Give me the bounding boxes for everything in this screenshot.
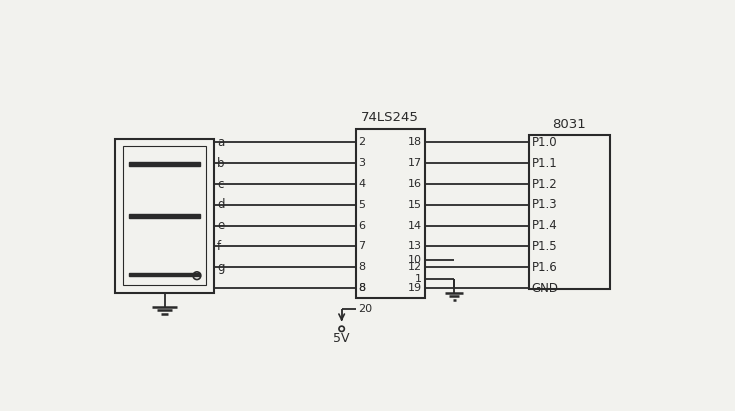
Bar (528, 135, 609, 289)
Text: 6: 6 (359, 221, 365, 231)
Text: P1.3: P1.3 (532, 199, 557, 211)
Text: g: g (217, 261, 224, 274)
Text: GND: GND (532, 282, 559, 295)
Text: 2: 2 (359, 138, 366, 148)
Text: P1.6: P1.6 (532, 261, 558, 274)
Text: 13: 13 (408, 241, 422, 252)
Polygon shape (129, 162, 200, 166)
Text: 12: 12 (408, 262, 422, 272)
Text: 4: 4 (359, 179, 366, 189)
Text: P1.4: P1.4 (532, 219, 558, 232)
Text: c: c (217, 178, 223, 191)
Text: 8: 8 (359, 283, 366, 293)
Text: 5: 5 (359, 200, 365, 210)
Text: P1.5: P1.5 (532, 240, 557, 253)
Text: 14: 14 (408, 221, 422, 231)
Text: a: a (217, 136, 224, 149)
Text: 10: 10 (408, 254, 422, 265)
Polygon shape (129, 272, 200, 277)
Text: 15: 15 (408, 200, 422, 210)
Text: 7: 7 (359, 241, 366, 252)
Text: 8031: 8031 (552, 118, 586, 131)
Text: P1.2: P1.2 (532, 178, 558, 191)
Text: 18: 18 (408, 138, 422, 148)
Text: 17: 17 (408, 158, 422, 168)
Bar (356, 129, 425, 298)
Text: 16: 16 (408, 179, 422, 189)
Bar (115, 139, 214, 293)
Text: 19: 19 (408, 283, 422, 293)
Polygon shape (129, 214, 200, 218)
Text: e: e (217, 219, 224, 232)
Text: 1: 1 (415, 274, 422, 284)
Text: d: d (217, 199, 224, 211)
Text: b: b (217, 157, 224, 170)
Text: 74LS245: 74LS245 (361, 111, 419, 125)
Text: 3: 3 (359, 158, 365, 168)
Text: f: f (217, 240, 221, 253)
Text: P1.1: P1.1 (532, 157, 558, 170)
Text: 8: 8 (359, 262, 366, 272)
Bar (123, 146, 206, 285)
Text: 20: 20 (359, 304, 373, 314)
Text: 5V: 5V (334, 332, 350, 345)
Text: 8: 8 (359, 283, 366, 293)
Text: P1.0: P1.0 (532, 136, 557, 149)
